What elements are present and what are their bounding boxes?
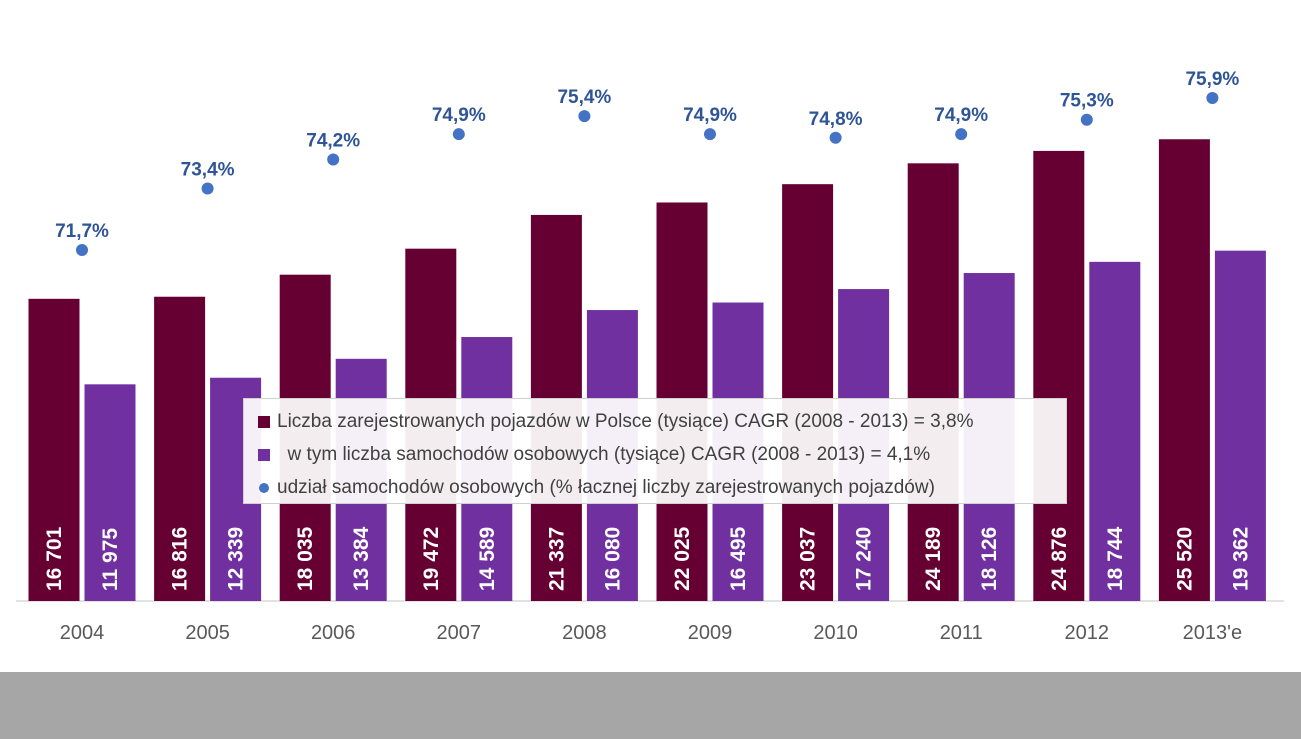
- legend-label-passenger-cars: w tym liczba samochodów osobowych (tysią…: [277, 443, 931, 465]
- bar-label-cars-2006: 13 384: [350, 526, 373, 591]
- x-tick-label-2006: 2006: [311, 622, 356, 644]
- bar-label-cars-2010: 17 240: [853, 527, 876, 591]
- share-label-2012: 75,3%: [1060, 91, 1114, 112]
- legend-item-passenger-share: udział samochodów osobowych (% łacznej l…: [258, 471, 1066, 504]
- share-point-2013'e: [1206, 91, 1219, 104]
- bar-label-total-2007: 19 472: [420, 527, 443, 591]
- share-label-2008: 75,4%: [557, 87, 611, 108]
- x-tick-label-2008: 2008: [562, 622, 607, 644]
- share-point-2004: [76, 243, 88, 256]
- x-tick-label-2013'e: 2013'e: [1183, 622, 1242, 644]
- x-tick-label-2007: 2007: [437, 622, 482, 644]
- legend-swatch-passenger-share: [259, 482, 269, 493]
- bar-label-total-2011: 24 189: [922, 527, 945, 591]
- legend-item-passenger-cars: w tym liczba samochodów osobowych (tysią…: [258, 438, 1066, 471]
- bar-label-cars-2011: 18 126: [978, 527, 1001, 591]
- footer-band: [0, 672, 1301, 739]
- share-point-2008: [578, 110, 591, 123]
- bar-total-2005: [154, 296, 206, 601]
- share-label-2004: 71,7%: [55, 221, 109, 242]
- share-point-2010: [829, 131, 842, 144]
- bar-label-cars-2009: 16 495: [727, 526, 750, 591]
- x-tick-label-2011: 2011: [940, 622, 983, 644]
- bar-label-total-2012: 24 876: [1048, 527, 1071, 591]
- x-tick-label-2010: 2010: [813, 622, 858, 644]
- share-label-2007: 74,9%: [432, 105, 486, 126]
- legend-label-total-vehicles: Liczba zarejestrowanych pojazdów w Polsc…: [277, 410, 974, 432]
- bar-label-total-2010: 23 037: [797, 527, 820, 591]
- share-label-2006: 74,2%: [306, 131, 360, 152]
- bar-label-cars-2005: 12 339: [225, 527, 248, 591]
- x-tick-label-2012: 2012: [1065, 622, 1110, 644]
- bar-total-2011: [907, 163, 959, 602]
- bar-label-cars-2008: 16 080: [601, 527, 624, 591]
- legend-item-total-vehicles: Liczba zarejestrowanych pojazdów w Polsc…: [258, 405, 1066, 438]
- share-point-2006: [327, 153, 340, 166]
- bar-label-total-2004: 16 701: [43, 526, 66, 591]
- legend-label-passenger-share: udział samochodów osobowych (% łacznej l…: [277, 476, 935, 498]
- x-tick-label-2009: 2009: [688, 622, 733, 644]
- bar-total-2010: [782, 184, 834, 601]
- share-label-2005: 73,4%: [181, 159, 235, 180]
- legend: Liczba zarejestrowanych pojazdów w Polsc…: [243, 398, 1067, 504]
- share-label-2009: 74,9%: [683, 105, 737, 126]
- legend-swatch-passenger-cars: [258, 448, 270, 461]
- bar-total-2013'e: [1158, 139, 1210, 601]
- bar-label-total-2005: 16 816: [169, 527, 192, 591]
- share-label-2010: 74,8%: [809, 109, 863, 130]
- bar-label-total-2006: 18 035: [294, 526, 317, 591]
- share-point-2009: [704, 128, 716, 141]
- x-tick-label-2005: 2005: [185, 622, 230, 644]
- bar-total-2012: [1033, 150, 1085, 601]
- bar-label-cars-2007: 14 589: [476, 527, 499, 591]
- bar-label-cars-2012: 18 744: [1104, 526, 1127, 591]
- bar-label-total-2008: 21 337: [545, 527, 568, 591]
- bar-cars-2012: [1089, 261, 1141, 601]
- share-label-2011: 74,9%: [934, 105, 988, 126]
- bar-cars-2004: [84, 384, 136, 601]
- share-point-2011: [955, 128, 968, 141]
- share-point-2007: [452, 128, 465, 141]
- chart: 16 701 11 975 71,7% 2004 16 816 12 339 73,4% 20…: [16, 69, 1284, 644]
- bar-total-2004: [28, 298, 80, 601]
- x-tick-label-2004: 2004: [60, 622, 105, 644]
- legend-swatch-total-vehicles: [258, 415, 270, 428]
- share-label-2013'e: 75,9%: [1185, 69, 1239, 90]
- bar-cars-2013'e: [1214, 250, 1266, 601]
- bar-label-cars-2013'e: 19 362: [1229, 527, 1252, 591]
- bar-label-total-2009: 22 025: [671, 526, 694, 591]
- share-point-2005: [201, 182, 214, 195]
- share-point-2012: [1080, 113, 1093, 126]
- bar-label-cars-2004: 11 975: [99, 528, 122, 591]
- bar-label-total-2013'e: 25 520: [1173, 527, 1196, 591]
